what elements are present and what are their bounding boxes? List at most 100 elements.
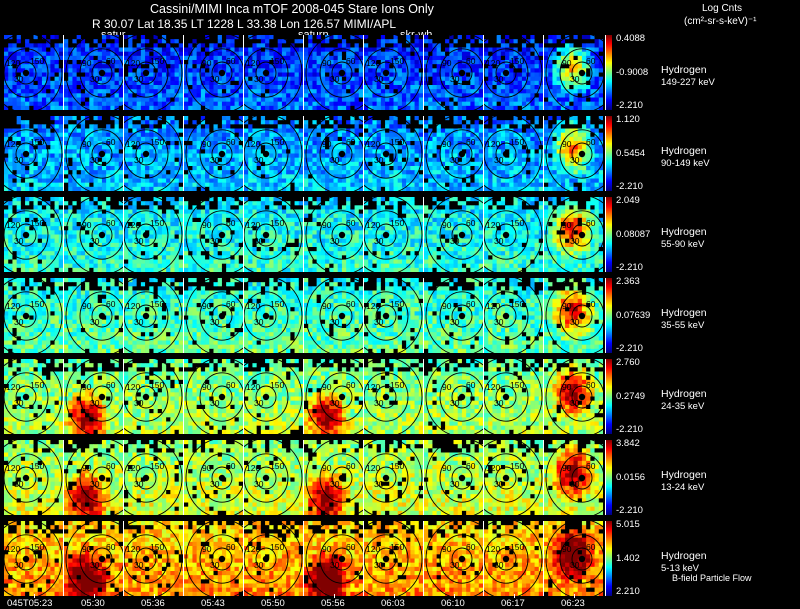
heatmap-cell bbox=[410, 60, 415, 65]
heatmap-cell bbox=[548, 39, 553, 44]
heatmap-cell bbox=[76, 170, 82, 175]
heatmap-cell bbox=[474, 166, 480, 171]
heatmap-cell bbox=[205, 124, 210, 129]
heatmap-cell bbox=[453, 157, 459, 163]
heatmap-cell bbox=[445, 166, 450, 171]
heatmap-cell bbox=[308, 60, 313, 65]
heatmap-cell bbox=[209, 43, 214, 48]
heatmap-cell bbox=[41, 145, 47, 150]
heatmap-cell bbox=[581, 51, 587, 57]
heatmap-cell bbox=[534, 182, 540, 188]
heatmap-cell bbox=[252, 76, 258, 82]
heatmap-cell bbox=[277, 128, 283, 134]
heatmap-cell bbox=[298, 101, 303, 107]
heatmap-cell bbox=[72, 47, 78, 53]
heatmap-cell bbox=[213, 120, 219, 125]
heatmap-cell bbox=[492, 68, 498, 73]
heatmap-cell bbox=[157, 93, 163, 98]
chart-title: Cassini/MIMI Inca mTOF 2008-045 Stare Io… bbox=[150, 2, 434, 16]
heatmap-cell bbox=[153, 60, 159, 65]
heatmap-cell bbox=[308, 186, 313, 191]
heatmap-cell bbox=[393, 97, 399, 103]
heatmap-cell bbox=[178, 72, 183, 78]
heatmap-cell bbox=[153, 64, 159, 69]
heatmap-cell bbox=[453, 60, 459, 65]
heatmap-cell bbox=[230, 186, 235, 191]
heatmap-cell bbox=[64, 51, 69, 57]
heatmap-cell bbox=[153, 136, 159, 142]
heatmap-cell bbox=[389, 141, 394, 146]
heatmap-cell bbox=[453, 141, 459, 146]
heatmap-cell bbox=[124, 136, 129, 142]
heatmap-cell bbox=[521, 35, 527, 40]
heatmap-cell bbox=[294, 105, 300, 110]
heatmap-cell bbox=[316, 136, 322, 142]
heatmap-cell bbox=[238, 93, 243, 98]
heatmap-cell bbox=[41, 170, 47, 175]
heatmap-cell bbox=[153, 166, 159, 171]
heatmap-cell bbox=[290, 157, 295, 163]
heatmap-cell bbox=[385, 174, 390, 179]
heatmap-cell bbox=[238, 166, 243, 171]
heatmap-cell bbox=[294, 47, 300, 53]
heatmap-cell bbox=[20, 170, 26, 175]
heatmap-cell bbox=[101, 39, 107, 44]
heatmap-cell bbox=[41, 153, 47, 159]
heatmap-cell bbox=[329, 145, 334, 150]
heatmap-cell bbox=[530, 186, 535, 191]
heatmap-cell bbox=[209, 153, 214, 159]
heatmap-cell bbox=[128, 68, 133, 73]
contour-line bbox=[124, 129, 169, 179]
heatmap-cell bbox=[25, 64, 30, 69]
heatmap-cell bbox=[368, 149, 373, 154]
heatmap-cell bbox=[58, 182, 63, 188]
heatmap-cell bbox=[449, 35, 454, 40]
heatmap-cell bbox=[205, 105, 210, 110]
heatmap-cell bbox=[114, 136, 120, 142]
heatmap-cell bbox=[500, 174, 506, 179]
heatmap-cell bbox=[209, 132, 214, 138]
heatmap-cell bbox=[50, 35, 55, 40]
heatmap-cell bbox=[397, 101, 403, 107]
heatmap-cell bbox=[166, 174, 171, 179]
heatmap-cell bbox=[290, 55, 295, 61]
heatmap-cell bbox=[200, 149, 206, 154]
heatmap-cell bbox=[174, 105, 180, 110]
heatmap-cell bbox=[466, 161, 471, 167]
heatmap-cell bbox=[72, 76, 78, 82]
heatmap-cell bbox=[346, 97, 351, 103]
heatmap-cell bbox=[534, 55, 540, 61]
heatmap-cell bbox=[64, 120, 69, 125]
heatmap-cell bbox=[424, 132, 429, 138]
heatmap-cell bbox=[556, 97, 562, 103]
heatmap-cell bbox=[217, 43, 223, 48]
heatmap-cell bbox=[358, 43, 363, 48]
heatmap-cell bbox=[192, 97, 198, 103]
heatmap-cell bbox=[333, 85, 339, 90]
heatmap-cell bbox=[505, 80, 510, 86]
heatmap-cell bbox=[188, 97, 193, 103]
heatmap-cell bbox=[445, 55, 450, 61]
heatmap-cell bbox=[286, 80, 291, 86]
heatmap-cell bbox=[238, 105, 243, 110]
heatmap-cell bbox=[565, 64, 570, 69]
heatmap-cell bbox=[37, 47, 43, 53]
heatmap-cell bbox=[406, 145, 411, 150]
heatmap-cell bbox=[93, 116, 99, 121]
contour-label: 90 bbox=[322, 139, 332, 149]
heatmap-cell bbox=[560, 93, 566, 98]
heatmap-cell bbox=[598, 60, 603, 65]
heatmap-cell bbox=[500, 149, 506, 154]
heatmap-cell bbox=[298, 47, 303, 53]
heatmap-cell bbox=[217, 170, 223, 175]
heatmap-cell bbox=[200, 186, 206, 191]
heatmap-cell bbox=[521, 145, 527, 150]
frame-image bbox=[304, 35, 363, 110]
heatmap-cell bbox=[500, 97, 506, 103]
heatmap-cell bbox=[153, 132, 159, 138]
heatmap-cell bbox=[337, 47, 343, 53]
heatmap-cell bbox=[586, 80, 591, 86]
heatmap-cell bbox=[118, 72, 123, 78]
heatmap-cell bbox=[8, 55, 13, 61]
heatmap-cell bbox=[110, 68, 115, 73]
